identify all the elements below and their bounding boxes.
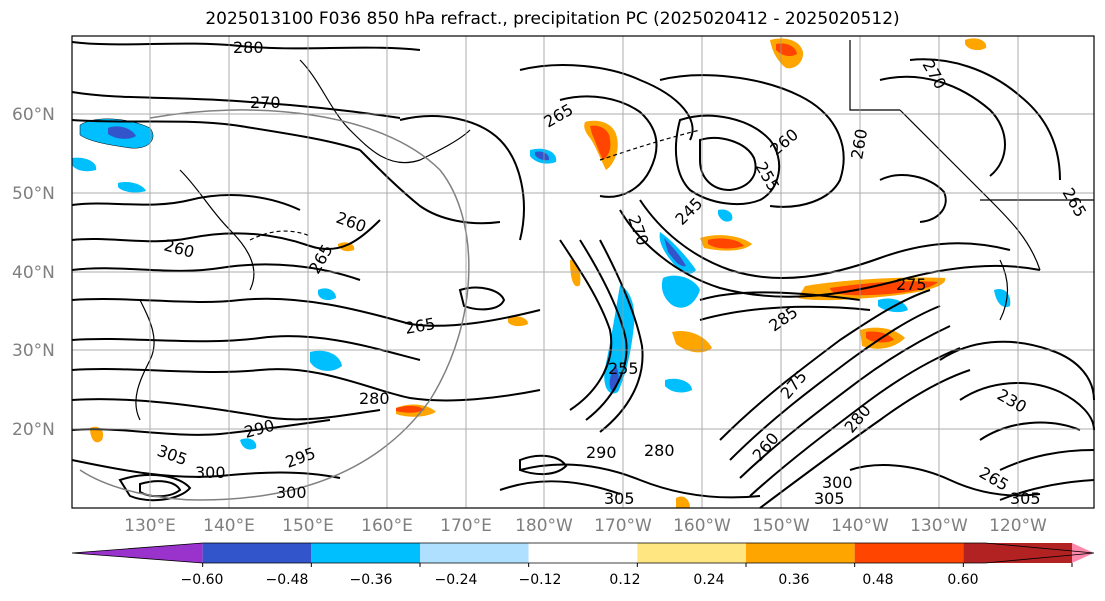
colorbar-label: −0.60 <box>181 572 224 588</box>
contour-label: 270 <box>250 93 281 112</box>
colorbar-label: 0.24 <box>693 572 724 588</box>
contour-label: 305 <box>1010 489 1041 508</box>
lat-label: 50°N <box>12 184 55 204</box>
colorbar-label: −0.12 <box>519 572 562 588</box>
great-circle-arc <box>79 109 470 501</box>
lon-label: 170°W <box>594 516 652 536</box>
longitude-labels: 130°E 140°E 150°E 160°E 170°E 180°W 170°… <box>124 516 1047 536</box>
refractivity-contours <box>71 41 1095 509</box>
map-title: 2025013100 F036 850 hPa refract., precip… <box>205 9 900 29</box>
lat-label: 60°N <box>12 105 55 125</box>
colorbar-segment <box>311 543 420 563</box>
lon-label: 120°W <box>989 516 1047 536</box>
colorbar-segment <box>637 543 746 563</box>
lat-label: 40°N <box>12 263 55 283</box>
latitude-labels: 60°N 50°N 40°N 30°N 20°N <box>12 105 55 440</box>
lon-label: 130°E <box>124 516 176 536</box>
colorbar-segments <box>71 542 1095 564</box>
lon-label: 150°W <box>752 516 810 536</box>
lat-label: 20°N <box>12 420 55 440</box>
colorbar-segment <box>528 543 638 563</box>
colorbar-segment <box>746 543 855 563</box>
colorbar-label: 0.48 <box>862 572 893 588</box>
contour-label: 275 <box>896 275 927 294</box>
lon-label: 140°W <box>831 516 889 536</box>
contour-label: 280 <box>233 38 264 57</box>
lat-label: 30°N <box>12 341 55 361</box>
colorbar-segment <box>963 543 1072 563</box>
colorbar-label: −0.48 <box>266 572 309 588</box>
contour-label: 280 <box>359 389 390 408</box>
contour-label: 290 <box>586 443 617 462</box>
colorbar-label: 0.36 <box>778 572 809 588</box>
contour-label: 300 <box>822 473 853 492</box>
contour-label: 305 <box>604 489 635 508</box>
colorbar-segment <box>854 543 964 563</box>
contour-label: 280 <box>644 441 675 460</box>
contour-label: 305 <box>814 489 845 508</box>
colorbar-label: −0.24 <box>435 572 478 588</box>
contour-label: 300 <box>195 463 226 482</box>
lon-label: 170°E <box>440 516 492 536</box>
colorbar-ticks <box>202 563 1073 567</box>
colorbar-extend-low <box>72 543 203 563</box>
colorbar-segment <box>420 543 529 563</box>
lon-label: 160°E <box>361 516 413 536</box>
map-frame <box>71 35 1095 509</box>
lon-label: 130°W <box>910 516 968 536</box>
colorbar-label: 0.12 <box>609 572 640 588</box>
colorbar: −0.60 −0.48 −0.36 −0.24 −0.12 0.12 0.24 … <box>71 542 1095 588</box>
lon-label: 180°W <box>515 516 573 536</box>
contour-label: 255 <box>608 359 639 378</box>
colorbar-labels: −0.60 −0.48 −0.36 −0.24 −0.12 0.12 0.24 … <box>181 572 979 588</box>
colorbar-extend-high <box>1072 543 1094 563</box>
graticule <box>72 36 1094 508</box>
colorbar-label: 0.60 <box>947 572 978 588</box>
lon-label: 140°E <box>203 516 255 536</box>
colorbar-label: −0.36 <box>350 572 393 588</box>
contour-label: 300 <box>276 483 307 502</box>
lon-label: 160°W <box>673 516 731 536</box>
lon-label: 150°E <box>282 516 334 536</box>
colorbar-segment <box>202 543 312 563</box>
